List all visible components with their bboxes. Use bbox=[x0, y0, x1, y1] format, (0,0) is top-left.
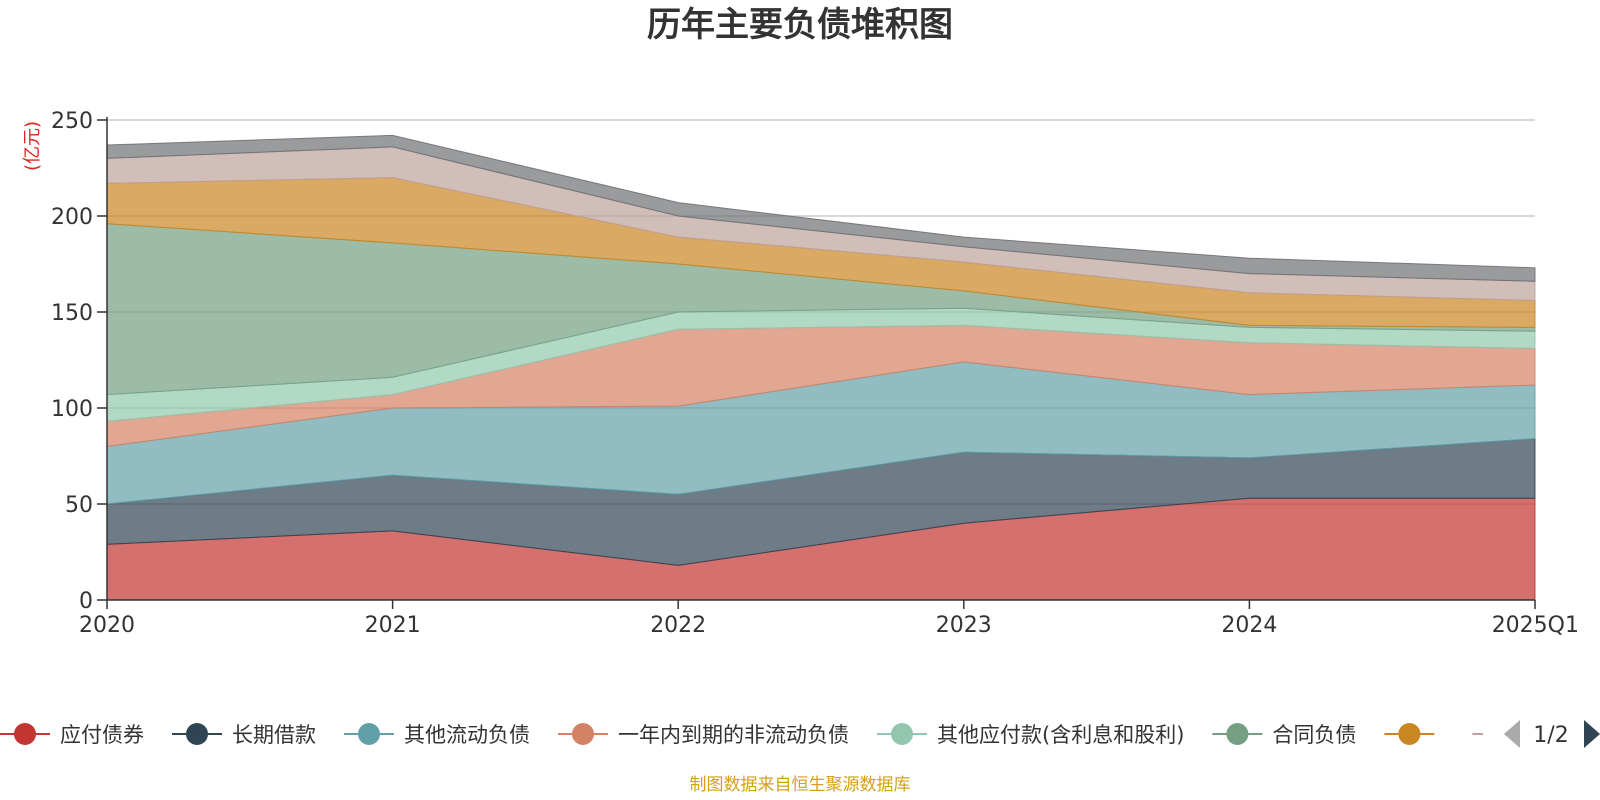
legend-item[interactable]: 其他应付款(含利息和股利) bbox=[877, 723, 1184, 747]
legend-label: 一年内到期的非流动负债 bbox=[618, 723, 849, 747]
legend-item[interactable]: 长期借款 bbox=[172, 723, 316, 747]
legend-item[interactable]: 应付债券 bbox=[0, 723, 144, 747]
legend-item[interactable] bbox=[1384, 723, 1435, 745]
source-note: 制图数据来自恒生聚源数据库 bbox=[690, 775, 911, 795]
x-tick-label: 2023 bbox=[936, 613, 992, 638]
legend-item[interactable]: 合同负债 bbox=[1212, 723, 1356, 747]
area-series-8 bbox=[106, 134, 1536, 282]
legend-marker bbox=[1226, 723, 1249, 745]
x-tick-label: 2025Q1 bbox=[1492, 613, 1579, 638]
legend-items: 应付债券 长期借款 其他流动负债 一年内到期的非流动负债 其他应付款(含利息和股利) 合同… bbox=[0, 723, 1522, 747]
legend-pager: 1/2 bbox=[1504, 720, 1600, 748]
y-tick-label: 0 bbox=[79, 589, 93, 614]
x-tick-label: 2020 bbox=[79, 613, 135, 638]
stacked-areas bbox=[106, 134, 1536, 601]
y-tick-label: 200 bbox=[51, 205, 93, 230]
legend-marker bbox=[186, 723, 208, 745]
legend-label: 其他应付款(含利息和股利) bbox=[937, 723, 1184, 747]
y-axis-unit: (亿元) bbox=[22, 121, 43, 171]
y-tick-label: 100 bbox=[51, 397, 93, 422]
axes: 0 50 100 150 200 250 2020 2021 2022 2023 2024 2025Q… bbox=[51, 109, 1579, 638]
legend-marker bbox=[572, 723, 594, 745]
chart-title: 历年主要负债堆积图 bbox=[647, 5, 953, 45]
legend-item[interactable] bbox=[1472, 723, 1522, 745]
x-tick-label: 2021 bbox=[365, 613, 421, 638]
legend-marker bbox=[358, 723, 380, 745]
x-tick-label: 2022 bbox=[650, 613, 706, 638]
legend-next-icon[interactable] bbox=[1584, 720, 1600, 748]
legend-page-indicator: 1/2 bbox=[1533, 723, 1568, 748]
y-tick-label: 250 bbox=[51, 109, 93, 134]
legend-label: 合同负债 bbox=[1272, 723, 1356, 747]
legend[interactable]: 应付债券 长期借款 其他流动负债 一年内到期的非流动负债 其他应付款(含利息和股利) 合同… bbox=[0, 720, 1600, 748]
legend-prev-icon[interactable] bbox=[1504, 720, 1520, 748]
legend-label: 其他流动负债 bbox=[404, 723, 530, 747]
legend-label: 长期借款 bbox=[232, 723, 316, 747]
legend-item[interactable]: 一年内到期的非流动负债 bbox=[558, 723, 849, 747]
legend-label: 应付债券 bbox=[60, 723, 144, 747]
y-tick-label: 50 bbox=[65, 493, 93, 518]
legend-marker bbox=[1398, 723, 1421, 745]
legend-marker bbox=[14, 723, 36, 745]
y-tick-label: 150 bbox=[51, 301, 93, 326]
legend-item[interactable]: 其他流动负债 bbox=[344, 723, 530, 747]
x-tick-label: 2024 bbox=[1221, 613, 1277, 638]
legend-marker bbox=[891, 723, 913, 745]
